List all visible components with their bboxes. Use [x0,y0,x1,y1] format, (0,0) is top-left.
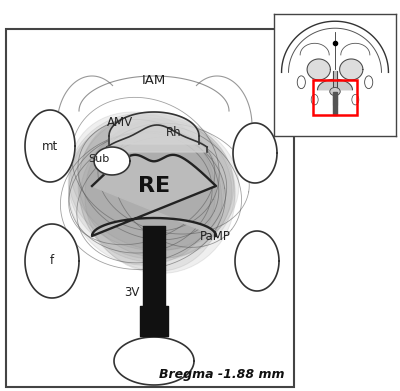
Text: RE: RE [138,176,170,196]
Polygon shape [235,231,279,291]
Polygon shape [25,224,79,298]
Polygon shape [109,112,199,144]
Ellipse shape [352,95,359,105]
Text: IAM: IAM [142,75,166,88]
Polygon shape [333,91,337,115]
Text: Bregma -1.88 mm: Bregma -1.88 mm [159,368,285,381]
Text: PaMP: PaMP [200,230,231,242]
Polygon shape [107,125,207,152]
Ellipse shape [330,88,340,96]
Ellipse shape [85,118,235,273]
Ellipse shape [80,120,234,262]
Ellipse shape [297,76,305,89]
Text: Rh: Rh [166,126,182,138]
Text: AMV: AMV [107,117,133,129]
Polygon shape [94,147,130,175]
Ellipse shape [365,76,373,89]
Polygon shape [318,79,352,90]
Polygon shape [25,110,75,182]
Ellipse shape [69,115,239,251]
Polygon shape [92,155,216,236]
Text: Sub: Sub [88,154,110,164]
Text: 3V: 3V [124,287,140,300]
Text: mt: mt [42,140,58,152]
Ellipse shape [311,95,318,105]
Polygon shape [114,337,194,385]
Polygon shape [307,59,330,80]
Polygon shape [282,21,388,72]
Bar [313,80,357,115]
Polygon shape [340,59,363,80]
Ellipse shape [79,114,235,258]
Polygon shape [233,123,277,183]
Ellipse shape [78,115,222,271]
Ellipse shape [70,112,224,250]
Polygon shape [333,71,337,106]
Ellipse shape [68,113,232,259]
Ellipse shape [69,117,215,265]
Text: f: f [50,255,54,267]
